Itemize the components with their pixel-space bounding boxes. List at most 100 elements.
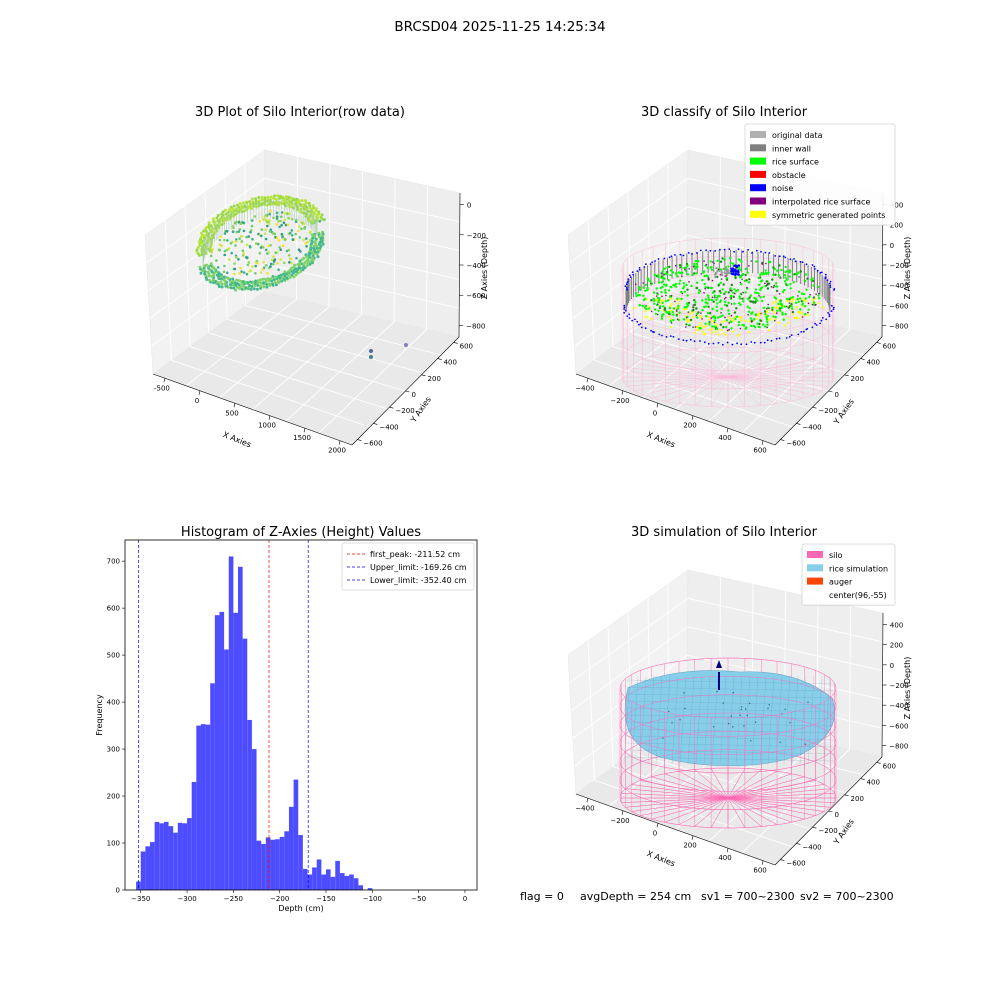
- noise-cluster-point: [737, 264, 741, 267]
- rice-surface-point: [724, 290, 727, 294]
- rice-surface-point: [680, 290, 683, 294]
- noise-point: [670, 255, 673, 258]
- interpolated-point: [724, 316, 726, 319]
- y-tick-label: −400: [802, 843, 821, 851]
- rice-surface-point: [769, 260, 772, 264]
- rice-surface-point: [778, 307, 781, 310]
- raw-point: [275, 211, 279, 215]
- noise-point: [797, 333, 800, 336]
- interpolated-point: [807, 311, 809, 314]
- panel-raw-z-label: Z Axies (Depth): [480, 237, 489, 300]
- x-tick-label: 500: [225, 409, 238, 417]
- legend-label: auger: [829, 578, 853, 587]
- grid-line: [393, 178, 396, 323]
- x-tick-mark: [268, 415, 271, 420]
- noise-point: [665, 336, 668, 338]
- noise-point: [788, 335, 791, 338]
- raw-point: [315, 252, 319, 256]
- noise-point: [829, 282, 831, 285]
- interpolated-point: [772, 286, 774, 289]
- grid-line: [426, 185, 428, 330]
- raw-point: [238, 202, 242, 206]
- raw-point: [263, 232, 267, 236]
- rice-surface-point: [693, 299, 696, 302]
- noise-cluster-point: [736, 270, 739, 273]
- rice-surface-point: [753, 318, 756, 321]
- rice-surface-point: [712, 300, 715, 303]
- panel-raw-axes-frame: [144, 149, 461, 446]
- symmetric-point: [707, 318, 710, 321]
- rice-surface-point: [781, 313, 784, 316]
- rice-surface-point: [764, 269, 767, 272]
- raw-point: [221, 210, 225, 214]
- rice-surface-point: [647, 278, 650, 282]
- rice-surface-point: [695, 265, 698, 269]
- rice-surface-point: [780, 268, 783, 272]
- raw-point: [284, 204, 288, 208]
- rice-surface-point: [672, 318, 675, 322]
- legend-swatch: [750, 131, 766, 138]
- histogram-bar: [321, 874, 327, 890]
- symmetric-point: [817, 302, 821, 305]
- interpolated-point: [809, 294, 811, 296]
- rice-surface-point: [729, 287, 732, 290]
- grid-line: [184, 206, 191, 347]
- symmetric-point: [802, 298, 805, 301]
- rice-surface-point: [749, 317, 752, 320]
- raw-point: [266, 272, 269, 275]
- rice-surface-point: [788, 271, 791, 274]
- raw-point: [207, 278, 211, 282]
- rice-surface-point: [715, 305, 718, 308]
- y-tick-mark: [812, 826, 817, 829]
- rice-surface-point: [685, 302, 689, 305]
- rice-surface-point: [680, 297, 683, 301]
- interpolated-point: [681, 275, 683, 278]
- mesh-line: [625, 714, 835, 720]
- raw-point: [237, 221, 241, 224]
- raw-point: [219, 235, 223, 238]
- rice-surface-point: [644, 304, 648, 308]
- y-tick-label: 600: [883, 342, 896, 350]
- mesh-line: [631, 675, 639, 765]
- symmetric-point: [807, 313, 810, 316]
- symmetric-point: [766, 309, 769, 312]
- raw-point: [233, 272, 236, 276]
- y-tick-mark: [860, 778, 865, 780]
- symmetric-point: [670, 302, 674, 306]
- x-tick-label: −50: [411, 895, 426, 903]
- raw-point: [277, 238, 281, 242]
- noise-point: [824, 273, 827, 276]
- histogram-bar: [187, 818, 192, 890]
- interpolated-point: [726, 329, 729, 332]
- raw-point: [209, 254, 213, 258]
- mesh-line: [727, 675, 735, 765]
- rice-surface-point: [785, 278, 789, 281]
- rice-surface-point: [653, 302, 656, 305]
- rice-surface-point: [710, 266, 713, 269]
- histogram-legend: first_peak: -211.52 cm Upper_limit: -169.…: [341, 542, 475, 591]
- rice-surface-point: [716, 296, 719, 299]
- interpolated-point: [660, 275, 663, 278]
- noise-point: [815, 324, 818, 326]
- rice-surface-point: [753, 326, 757, 329]
- raw-point: [275, 223, 279, 226]
- silo-ring: [621, 255, 835, 317]
- rice-surface-point: [719, 291, 722, 295]
- mesh-line: [823, 675, 831, 765]
- symmetric-point: [704, 332, 707, 335]
- raw-point: [211, 278, 215, 282]
- x-tick-label: 400: [718, 854, 731, 862]
- raw-point: [200, 231, 203, 235]
- rice-surface-point: [792, 281, 795, 284]
- noise-point: [638, 323, 640, 326]
- noise-point: [624, 285, 627, 287]
- raw-point: [310, 261, 314, 265]
- rice-surface-point: [719, 300, 722, 304]
- interpolated-point: [703, 260, 705, 262]
- interpolated-point: [719, 274, 722, 276]
- sv1-text: sv1 = 700~2300: [701, 890, 795, 903]
- interpolated-point: [695, 314, 698, 317]
- rice-surface-point: [682, 285, 686, 288]
- z-tick-label: −200: [890, 262, 909, 270]
- raw-point: [250, 197, 254, 201]
